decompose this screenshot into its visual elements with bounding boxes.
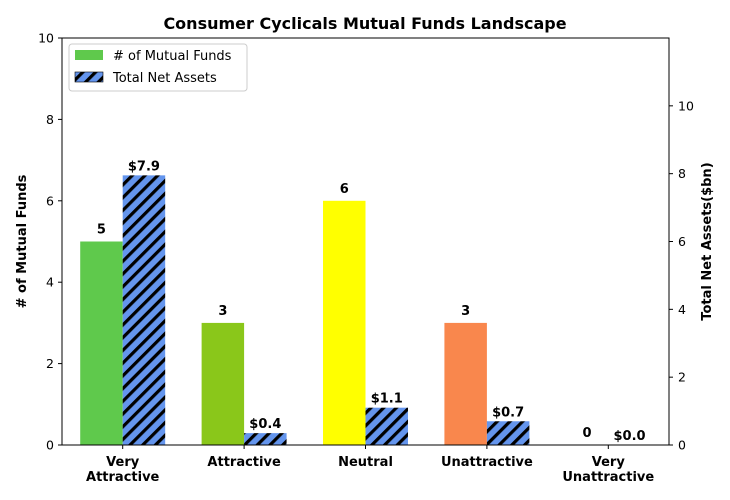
bar-net-assets <box>244 433 287 445</box>
y2-axis-label: Total Net Assets($bn) <box>700 162 715 320</box>
x-category-label: Neutral <box>338 455 393 470</box>
y2-tick-label: 8 <box>678 166 686 181</box>
bar-mutual-funds <box>323 200 366 445</box>
bar-mutual-funds <box>201 322 245 445</box>
x-category-label: Unattractive <box>562 470 654 485</box>
bar-net-assets <box>365 407 408 445</box>
y-tick-label: 6 <box>46 193 54 208</box>
y-tick-label: 2 <box>46 356 54 371</box>
y2-tick-label: 4 <box>678 302 686 317</box>
y2-tick-label: 6 <box>678 234 686 249</box>
data-label-net-assets: $1.1 <box>371 392 403 407</box>
data-label-mutual-funds: 5 <box>97 223 106 238</box>
y-tick-label: 8 <box>46 112 54 127</box>
x-category-label: Unattractive <box>441 455 533 470</box>
x-category-label: Attractive <box>207 455 281 470</box>
chart-title: Consumer Cyclicals Mutual Funds Landscap… <box>163 14 566 33</box>
y2-tick-label: 2 <box>678 370 686 385</box>
bar-mutual-funds <box>444 322 487 445</box>
data-label-mutual-funds: 3 <box>218 304 227 319</box>
y-tick-label: 4 <box>46 275 54 290</box>
x-category-label: Very <box>106 455 140 470</box>
data-label-net-assets: $0.0 <box>614 429 646 444</box>
y-tick-label: 0 <box>46 438 54 453</box>
legend-swatch-funds <box>75 50 103 60</box>
legend-label-funds: # of Mutual Funds <box>113 49 232 64</box>
y2-tick-label: 0 <box>678 438 686 453</box>
data-label-net-assets: $0.4 <box>249 417 281 432</box>
bar-net-assets <box>486 421 530 445</box>
data-label-mutual-funds: 0 <box>583 426 592 441</box>
data-label-net-assets: $0.7 <box>492 405 524 420</box>
legend: # of Mutual Funds Total Net Assets <box>68 43 248 92</box>
legend-label-assets: Total Net Assets <box>112 71 217 86</box>
y2-tick-label: 10 <box>678 98 694 113</box>
bar-mutual-funds <box>80 241 123 445</box>
data-label-mutual-funds: 3 <box>461 304 470 319</box>
x-category-label: Very <box>592 455 626 470</box>
x-category-label: Attractive <box>86 470 160 485</box>
legend-swatch-assets <box>74 71 104 83</box>
data-label-mutual-funds: 6 <box>340 182 349 197</box>
data-label-net-assets: $7.9 <box>128 159 160 174</box>
bar-net-assets <box>122 175 166 446</box>
legend-box <box>68 43 248 92</box>
y-axis-label: # of Mutual Funds <box>15 174 30 308</box>
y-tick-label: 10 <box>38 31 54 46</box>
